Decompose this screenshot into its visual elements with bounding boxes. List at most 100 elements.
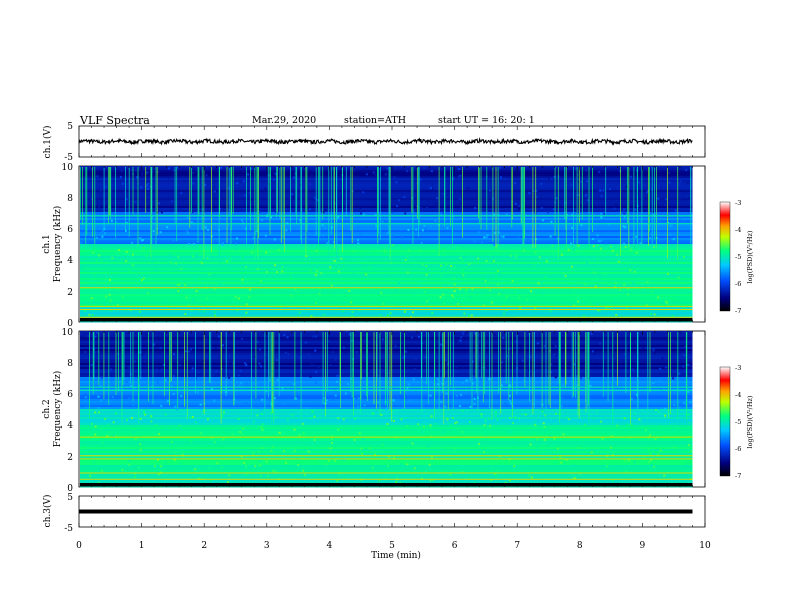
spectrogram-cell xyxy=(430,456,433,459)
spectrogram-cell xyxy=(613,169,616,172)
spectrogram-cell xyxy=(616,447,619,450)
spectrogram-cell xyxy=(214,314,216,317)
spectrogram-cell xyxy=(440,264,442,267)
spectrogram-cell xyxy=(668,181,671,184)
spectrogram-cell xyxy=(521,359,524,362)
spectrogram-row xyxy=(80,194,693,197)
spectrogram-cell xyxy=(596,244,599,247)
spectrogram-cell xyxy=(593,271,596,274)
spectrogram-cell xyxy=(363,338,366,341)
spectrogram-cell xyxy=(244,313,247,315)
spectrogram-cell xyxy=(392,244,395,247)
ch1-cbar-tick-m3: -3 xyxy=(735,199,741,207)
spectrogram-row xyxy=(80,178,693,181)
spectrogram-cell xyxy=(316,199,319,202)
spectrogram-cell xyxy=(259,348,261,351)
spectrogram-cell xyxy=(549,370,552,373)
spectrogram-cell xyxy=(465,288,468,291)
spectrogram-cell xyxy=(311,410,314,413)
spectrogram-cell xyxy=(256,383,259,386)
spectrogram-cell xyxy=(461,382,464,385)
spectrogram-cell xyxy=(125,309,128,312)
spectrogram-cell xyxy=(537,224,540,227)
spectrogram-cell xyxy=(199,444,202,446)
spectrogram-cell xyxy=(486,285,488,288)
spectrogram-cell xyxy=(245,364,248,367)
spectrogram-cell xyxy=(490,479,493,481)
spectrogram-cell xyxy=(669,233,672,236)
spectrogram-cell xyxy=(228,296,231,299)
spectrogram-cell xyxy=(348,333,351,336)
spectrogram-cell xyxy=(406,438,408,441)
spectrogram-cell xyxy=(556,428,559,431)
spectrogram-cell xyxy=(132,403,135,406)
spectrogram-cell xyxy=(511,280,514,282)
spectrogram-cell xyxy=(167,300,170,303)
spectrogram-cell xyxy=(671,315,674,318)
spectrogram-cell xyxy=(633,270,636,273)
spectrogram-cell xyxy=(526,298,529,301)
spectrogram-cell xyxy=(357,242,360,245)
spectrogram-cell xyxy=(634,412,637,415)
spectrogram-cell xyxy=(132,264,135,267)
spectrogram-cell xyxy=(453,277,456,280)
spectrogram-cell xyxy=(356,259,359,261)
spectrogram-cell xyxy=(423,458,426,461)
spectrogram-row xyxy=(80,469,693,472)
spectrogram-cell xyxy=(549,310,552,313)
spectrogram-cell xyxy=(431,226,434,229)
spectrogram-cell xyxy=(323,346,326,349)
spectrogram-cell xyxy=(547,211,550,214)
spectrogram-row xyxy=(80,202,693,205)
spectrogram-cell xyxy=(375,225,378,228)
spectrogram-cell xyxy=(477,260,480,263)
spectrogram-cell xyxy=(204,183,207,186)
spectrogram-cell xyxy=(188,353,190,356)
spectrogram-cell xyxy=(209,479,212,482)
spectrogram-cell xyxy=(568,283,571,286)
spectrogram-cell xyxy=(486,277,489,280)
spectrogram-cell xyxy=(340,178,343,181)
spectrogram-cell xyxy=(290,257,293,260)
spectrogram-cell xyxy=(241,433,243,436)
spectrogram-cell xyxy=(405,350,407,353)
spectrogram-cell xyxy=(264,438,266,441)
spectrogram-cell xyxy=(533,265,536,267)
ch1-waveform-panel: 5 -5 ch.1(V) xyxy=(42,122,706,163)
spectrogram-cell xyxy=(285,208,288,211)
spectrogram-cell xyxy=(430,307,433,310)
spectrogram-cell xyxy=(182,401,185,404)
spectrogram-cell xyxy=(98,411,101,414)
spectrogram-cell xyxy=(250,432,253,435)
spectrogram-cell xyxy=(387,314,389,317)
spectrogram-cell xyxy=(337,216,340,219)
spectrogram-cell xyxy=(615,314,618,316)
spectrogram-row xyxy=(80,419,693,422)
spectrogram-cell xyxy=(439,341,442,344)
spectrogram-cell xyxy=(436,378,439,381)
spectrogram-cell xyxy=(331,435,334,438)
spectrogram-cell xyxy=(530,290,532,293)
spectrogram-cell xyxy=(607,283,610,286)
spectrogram-cell xyxy=(291,189,294,192)
spectrogram-cell xyxy=(436,197,438,200)
spectrogram-cell xyxy=(533,174,536,177)
spectrogram-cell xyxy=(268,456,271,459)
spectrogram-cell xyxy=(94,411,97,414)
ch2-spec-ytick-0: 0 xyxy=(67,484,73,494)
spectrogram-cell xyxy=(488,189,491,192)
spectrogram-cell xyxy=(307,450,310,453)
spectrogram-cell xyxy=(503,181,506,184)
spectrogram-cell xyxy=(221,414,224,417)
spectrogram-cell xyxy=(309,269,312,272)
spectrogram-cell xyxy=(489,289,491,292)
spectrogram-cell xyxy=(634,208,637,211)
ch2-colorbar-gradient xyxy=(719,366,731,477)
spectrogram-cell xyxy=(318,458,321,461)
spectrogram-cell xyxy=(611,454,614,457)
spectrogram-cell xyxy=(509,431,512,433)
spectrogram-cell xyxy=(625,185,628,188)
spectrogram-cell xyxy=(327,331,330,334)
spectrogram-cell xyxy=(131,352,134,355)
spectrogram-cell xyxy=(173,251,176,254)
